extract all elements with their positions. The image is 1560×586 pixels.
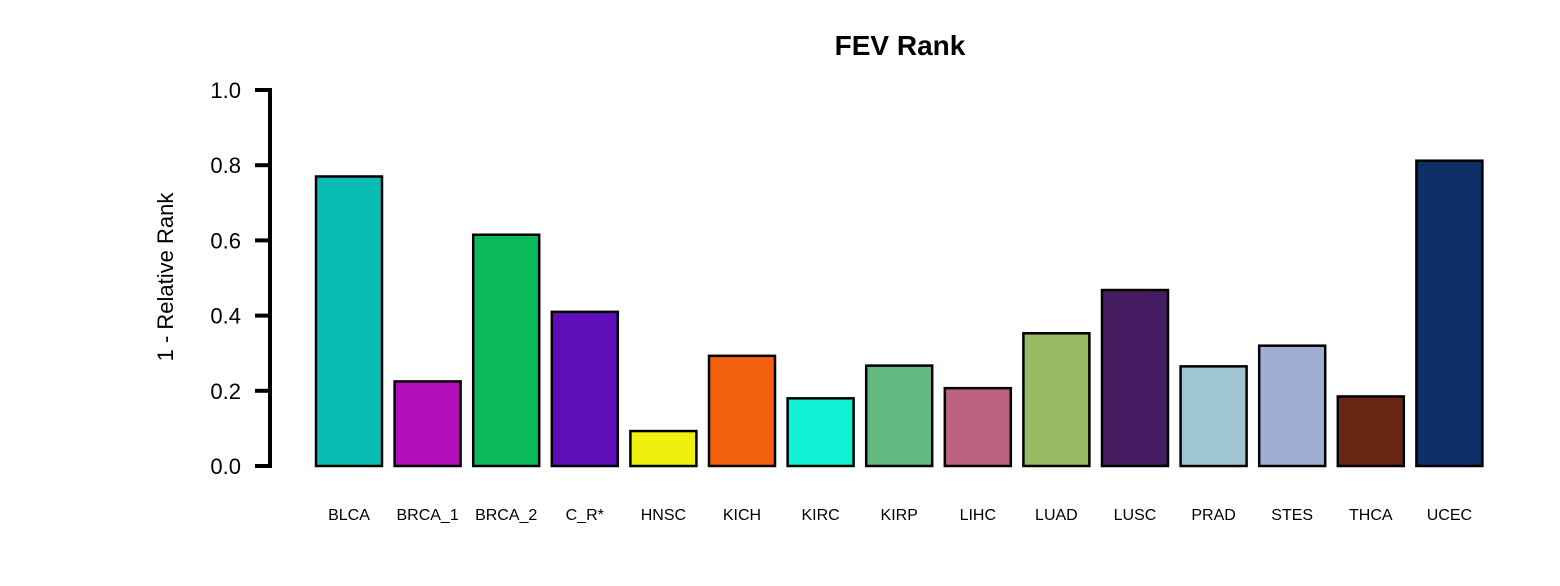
y-axis-label: 1 - Relative Rank: [153, 192, 178, 362]
x-tick-label: BLCA: [328, 507, 370, 524]
x-tick-label: KIRC: [801, 507, 839, 524]
x-tick-label: LUSC: [1114, 507, 1157, 524]
bar-hnsc: [629, 429, 698, 468]
bar-ucec: [1415, 159, 1484, 468]
x-tick-label: KIRP: [881, 507, 918, 524]
chart-title: FEV Rank: [835, 30, 966, 61]
y-tick-label: 0.8: [210, 153, 241, 178]
bar-kirp: [864, 364, 934, 468]
bar-luad: [1022, 332, 1091, 468]
x-tick-label: C_R*: [566, 507, 604, 524]
x-tick-label: BRCA_1: [396, 507, 458, 524]
y-tick-label: 0.4: [210, 304, 241, 329]
y-tick-label: 1.0: [210, 78, 241, 103]
bar-kirc: [786, 397, 855, 468]
bar-blca: [314, 175, 384, 468]
bar-thca: [1336, 395, 1406, 468]
x-tick-label: UCEC: [1427, 507, 1472, 524]
bar-prad: [1179, 365, 1248, 468]
x-tick-label: PRAD: [1191, 507, 1235, 524]
x-tick-label: KICH: [723, 507, 761, 524]
bar-kich: [707, 354, 777, 468]
bar-c-r: [550, 310, 620, 468]
bar-lihc: [943, 386, 1013, 468]
x-tick-label: THCA: [1349, 507, 1393, 524]
bar-brca-2: [471, 233, 541, 468]
y-tick-label: 0.0: [210, 454, 241, 479]
bars: [314, 159, 1484, 468]
bar-brca-1: [393, 380, 462, 468]
x-tick-labels: BLCA BRCA_1 BRCA_2 C_R* HNSC KICH KIRC KIRP LIHC…: [328, 507, 1472, 524]
x-tick-label: LIHC: [960, 507, 996, 524]
x-tick-label: HNSC: [641, 507, 686, 524]
x-tick-label: BRCA_2: [475, 507, 537, 524]
bar-lusc: [1100, 288, 1170, 468]
y-ticks: 0.0 0.2 0.4 0.6 0.8 1.0: [210, 78, 270, 479]
y-tick-label: 0.2: [210, 379, 241, 404]
x-tick-label: LUAD: [1035, 507, 1078, 524]
x-tick-label: STES: [1271, 507, 1313, 524]
y-tick-label: 0.6: [210, 228, 241, 253]
bar-stes: [1257, 344, 1327, 468]
